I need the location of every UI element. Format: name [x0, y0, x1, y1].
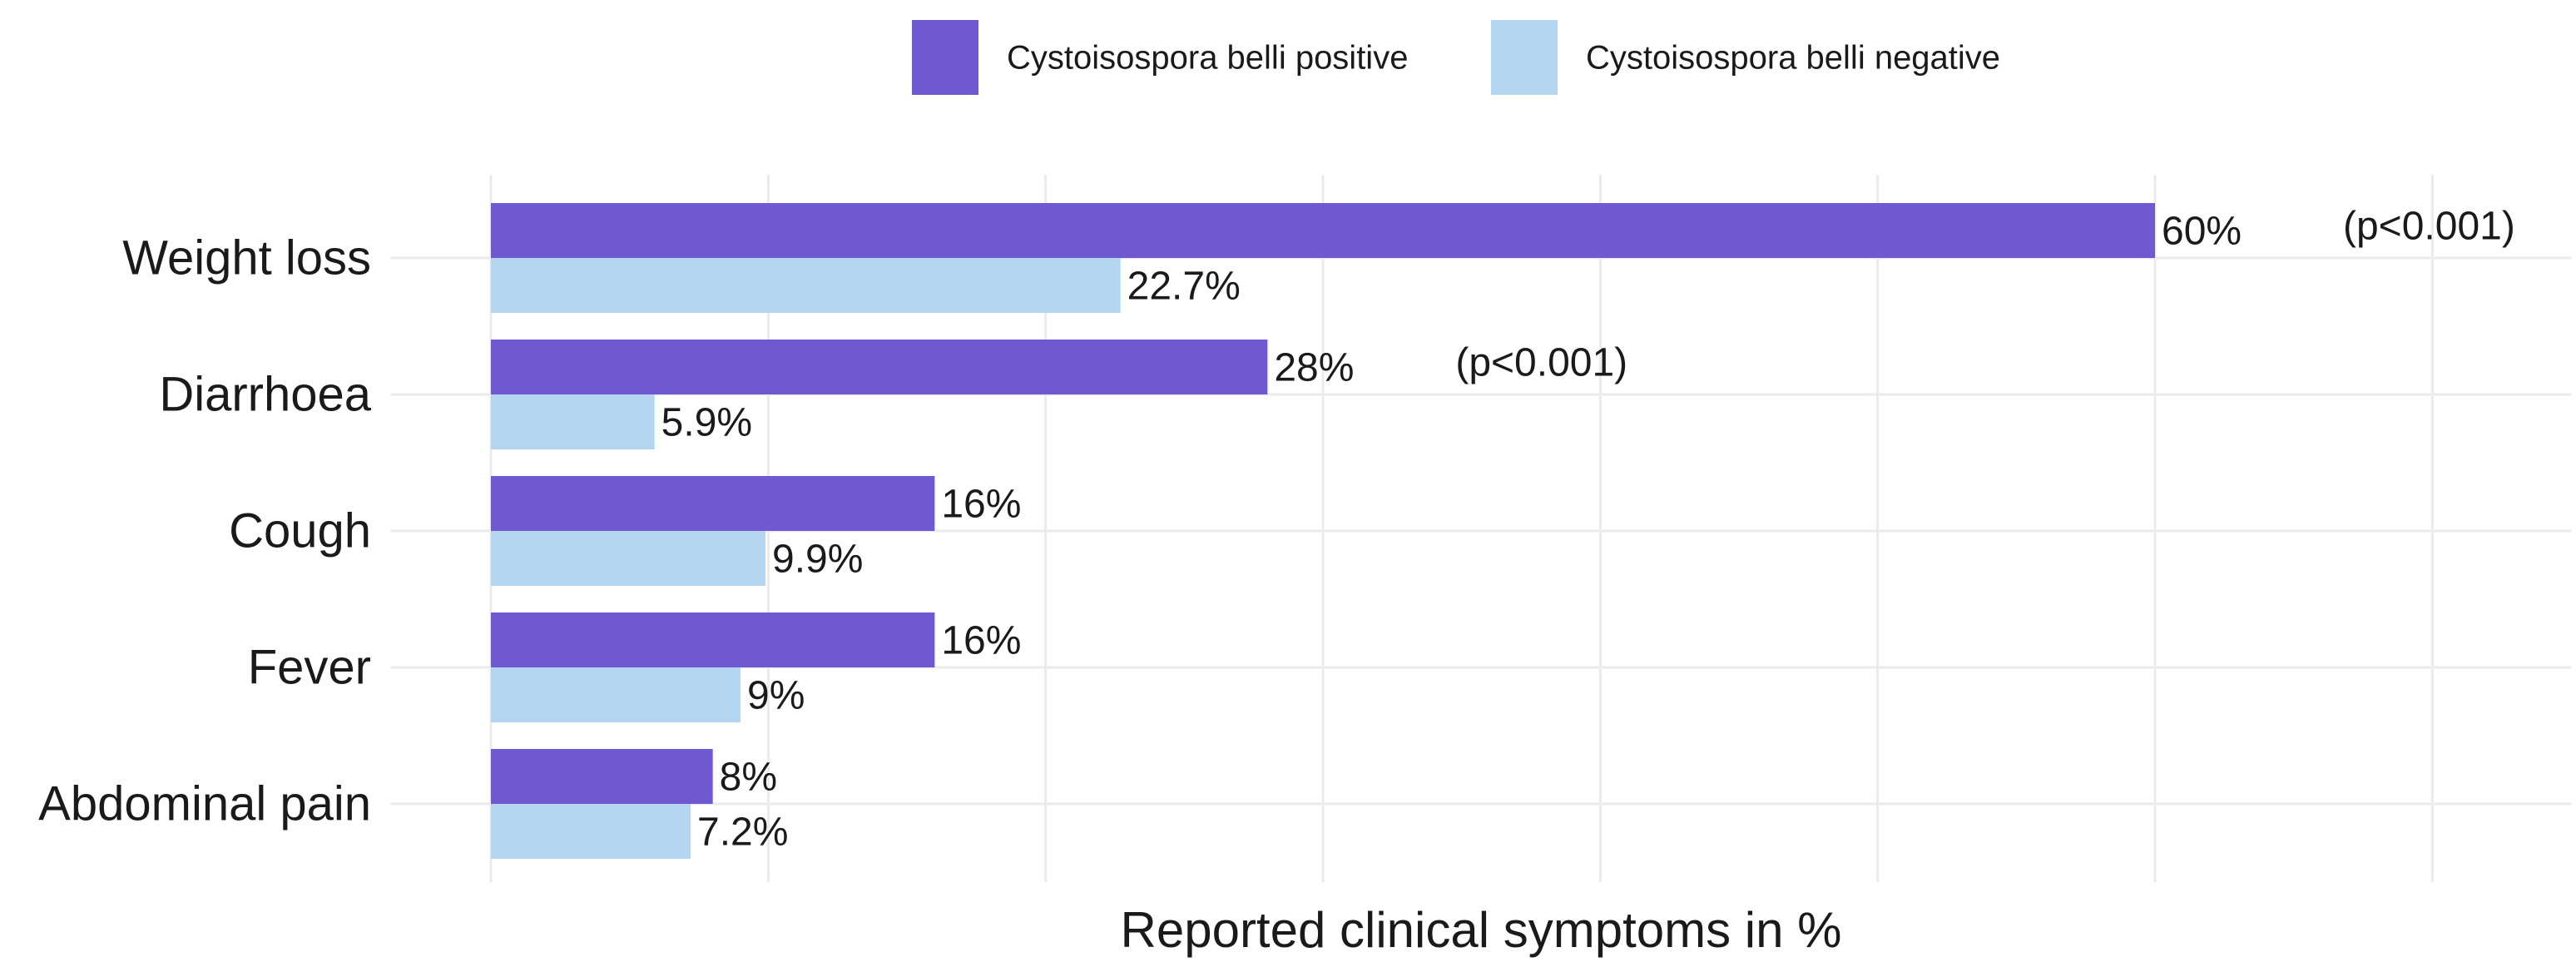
value-label: 60%: [2162, 210, 2242, 254]
x-axis-title: Reported clinical symptoms in %: [1121, 902, 1842, 958]
y-tick-label: Fever: [248, 640, 371, 694]
legend-label: Cystoisospora belli positive: [1007, 40, 1408, 77]
bar: [491, 203, 2155, 258]
y-tick-label: Abdominal pain: [38, 776, 371, 831]
annotation: (p<0.001): [2343, 205, 2515, 249]
bar: [491, 667, 741, 722]
bar: [491, 804, 691, 859]
bar: [491, 476, 935, 531]
y-tick-label: Diarrhoea: [159, 367, 371, 421]
bar: [491, 749, 713, 804]
bar: [491, 531, 765, 586]
bar: [491, 340, 1268, 394]
value-label: 5.9%: [661, 401, 752, 445]
legend-label: Cystoisospora belli negative: [1586, 40, 2000, 77]
y-tick-label: Cough: [229, 503, 371, 558]
annotation: (p<0.001): [1455, 341, 1627, 385]
y-tick-label: Weight loss: [122, 231, 371, 285]
bar: [491, 258, 1121, 313]
bar: [491, 394, 655, 449]
value-label: 8%: [720, 756, 777, 800]
legend-swatch: [912, 20, 978, 95]
value-label: 7.2%: [697, 811, 788, 855]
value-label: 9.9%: [772, 538, 863, 582]
legend-swatch: [1491, 20, 1558, 95]
value-label: 16%: [941, 483, 1021, 527]
value-label: 28%: [1274, 346, 1354, 390]
value-label: 22.7%: [1127, 265, 1241, 309]
bar: [491, 612, 935, 667]
value-label: 9%: [747, 674, 805, 718]
value-label: 16%: [941, 619, 1021, 663]
